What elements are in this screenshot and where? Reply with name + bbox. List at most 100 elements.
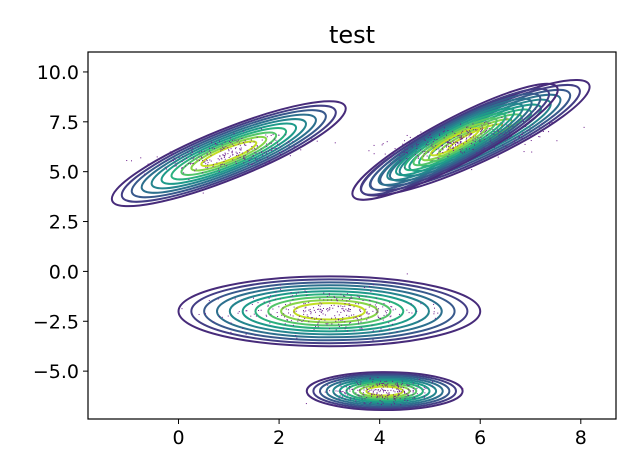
scatter-point <box>457 142 459 144</box>
scatter-point <box>314 318 316 320</box>
contour-line <box>412 117 498 167</box>
scatter-point <box>433 138 435 140</box>
scatter-point <box>371 389 373 391</box>
contour-line <box>365 385 405 397</box>
scatter-point <box>465 137 467 139</box>
scatter-point <box>328 293 330 295</box>
scatter-point <box>461 137 463 139</box>
scatter-point <box>273 138 275 140</box>
scatter-point <box>491 142 493 144</box>
scatter-point <box>370 401 372 403</box>
scatter-point <box>481 126 483 128</box>
scatter-point <box>456 142 458 144</box>
scatter-point <box>201 157 203 159</box>
scatter-point <box>394 395 396 397</box>
scatter-point <box>371 394 373 396</box>
scatter-point <box>221 163 223 165</box>
contour-line <box>110 100 347 208</box>
scatter-point <box>381 394 383 396</box>
scatter-point <box>379 389 381 391</box>
scatter-point <box>278 306 280 308</box>
scatter-point <box>438 133 440 135</box>
scatter-point <box>407 400 409 402</box>
scatter-point <box>130 160 132 162</box>
scatter-point <box>334 315 336 317</box>
scatter-point <box>452 149 454 151</box>
scatter-point <box>219 155 221 157</box>
scatter-point <box>456 141 458 143</box>
scatter-point <box>296 307 298 309</box>
scatter-point <box>329 390 331 392</box>
scatter-point <box>181 166 183 168</box>
scatter-point <box>240 299 242 301</box>
scatter-point <box>223 147 225 149</box>
scatter-point <box>296 337 298 339</box>
scatter-point <box>481 128 483 130</box>
scatter-point <box>231 152 233 154</box>
scatter-point <box>412 397 414 399</box>
scatter-point <box>269 142 271 144</box>
x-tick-label: 4 <box>374 427 386 449</box>
scatter-point <box>548 131 550 133</box>
scatter-point <box>270 295 272 297</box>
scatter-point <box>295 293 297 295</box>
x-tick-label: 0 <box>172 427 184 449</box>
scatter-point <box>452 140 454 142</box>
scatter-point <box>394 383 396 385</box>
y-tick-label: 10.0 <box>37 62 79 84</box>
scatter-point <box>489 122 491 124</box>
scatter-point <box>170 160 172 162</box>
scatter-point <box>319 391 321 393</box>
scatter-point <box>480 153 482 155</box>
scatter-point <box>204 161 206 163</box>
scatter-point <box>393 403 395 405</box>
scatter-point <box>237 312 239 314</box>
scatter-point <box>375 306 377 308</box>
scatter-point <box>342 308 344 310</box>
scatter-point <box>373 153 375 155</box>
scatter-point <box>187 151 189 153</box>
scatter-point <box>362 392 364 394</box>
scatter-point <box>359 389 361 391</box>
scatter-point <box>363 394 365 396</box>
contour-line <box>140 113 317 194</box>
scatter-point <box>220 157 222 159</box>
scatter-point <box>275 148 277 150</box>
scatter-point <box>337 318 339 320</box>
scatter-point <box>532 124 534 126</box>
y-tick-label: 0.0 <box>49 261 79 283</box>
scatter-point <box>446 149 448 151</box>
cluster-0 <box>110 100 347 208</box>
scatter-point <box>466 130 468 132</box>
scatter-point <box>358 321 360 323</box>
scatter-point <box>447 141 449 143</box>
scatter-point <box>492 124 494 126</box>
scatter-point <box>368 306 370 308</box>
scatter-point <box>377 402 379 404</box>
scatter-point <box>409 136 411 138</box>
scatter-point <box>318 320 320 322</box>
scatter-point <box>357 382 359 384</box>
scatter-point <box>427 144 429 146</box>
scatter-point <box>357 389 359 391</box>
scatter-point <box>244 157 246 159</box>
scatter-point <box>360 396 362 398</box>
scatter-point <box>319 308 321 310</box>
scatter-point <box>392 152 394 154</box>
scatter-point <box>227 153 229 155</box>
scatter-point <box>350 397 352 399</box>
scatter-point <box>373 389 375 391</box>
scatter-point <box>424 392 426 394</box>
scatter-point <box>172 160 174 162</box>
scatter-point <box>583 126 585 128</box>
scatter-point <box>355 317 357 319</box>
scatter-point <box>359 315 361 317</box>
scatter-point <box>342 306 344 308</box>
scatter-point <box>351 314 353 316</box>
scatter-point <box>313 307 315 309</box>
scatter-point <box>273 288 275 290</box>
scatter-point <box>369 303 371 305</box>
scatter-point <box>474 144 476 146</box>
scatter-point <box>241 152 243 154</box>
scatter-point <box>389 162 391 164</box>
